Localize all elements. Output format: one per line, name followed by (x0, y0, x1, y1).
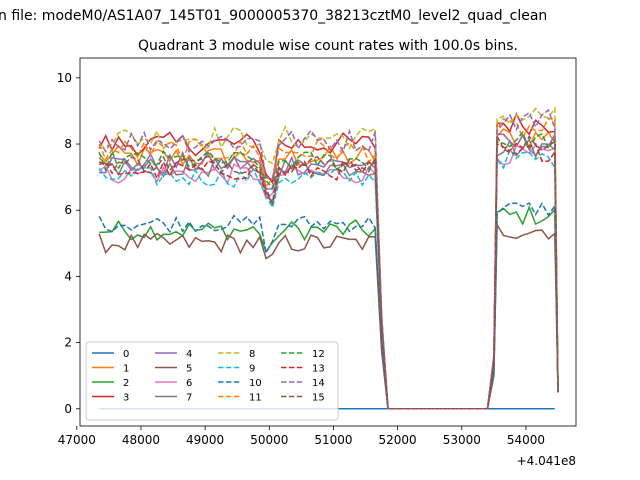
legend-label: 3 (123, 393, 129, 404)
x-tick-label: 54000 (507, 433, 545, 447)
y-tick-label: 6 (64, 203, 72, 217)
legend-label: 6 (186, 378, 192, 389)
x-tick-label: 50000 (250, 433, 288, 447)
legend-label: 13 (312, 364, 325, 375)
series-line-11 (98, 117, 559, 410)
legend-label: 15 (312, 393, 325, 404)
x-tick-label: 51000 (314, 433, 352, 447)
legend-label: 7 (186, 393, 192, 404)
legend-label: 12 (312, 349, 325, 360)
series-line-14 (98, 108, 559, 410)
series-line-5 (98, 222, 559, 410)
chart-title: Quadrant 3 module wise count rates with … (138, 38, 518, 54)
legend-label: 11 (249, 393, 262, 404)
legend-label: 2 (123, 378, 129, 389)
series-layer (98, 105, 559, 410)
x-tick-label: 52000 (379, 433, 417, 447)
legend-box (85, 341, 339, 421)
legend-label: 4 (186, 349, 192, 360)
legend-label: 8 (249, 349, 255, 360)
axes-layer: 47000 48000 49000 50000 51000 52000 53000 54000… (57, 71, 545, 447)
x-tick-label: 47000 (58, 433, 96, 447)
x-tick-label: 49000 (186, 433, 224, 447)
x-tick-label: 48000 (122, 433, 160, 447)
x-offset-text: +4.041e8 (517, 454, 576, 468)
x-tick-label: 53000 (443, 433, 481, 447)
y-tick-label: 4 (64, 269, 72, 283)
legend-label: 0 (123, 349, 129, 360)
y-tick-label: 2 (64, 336, 72, 350)
y-tick-label: 8 (64, 137, 72, 151)
legend-label: 1 (123, 364, 129, 375)
series-line-3 (98, 112, 559, 410)
series-line-10 (98, 201, 559, 410)
series-line-9 (98, 147, 559, 410)
series-line-15 (98, 135, 559, 410)
plot-frame (79, 57, 577, 427)
legend-label: 14 (312, 378, 325, 389)
y-tick-label: 10 (57, 71, 72, 85)
legend-label: 5 (186, 364, 192, 375)
legend-label: 10 (249, 378, 262, 389)
series-line-13 (98, 142, 559, 410)
figure-suptitle: n file: modeM0/AS1A07_145T01_9000005370_… (0, 8, 547, 24)
y-tick-label: 0 (64, 402, 72, 416)
series-line-12 (98, 130, 559, 410)
legend-label: 9 (249, 364, 255, 375)
